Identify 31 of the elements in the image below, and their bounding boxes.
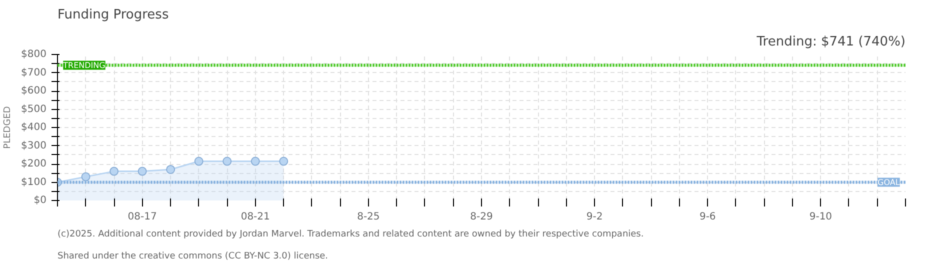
point <box>138 166 147 176</box>
y-axis-title: PLEDGED <box>3 106 14 149</box>
y-tick-label: $100 <box>21 176 47 188</box>
x-tick-label: 8-29 <box>470 212 493 222</box>
x-tick-label: 08-17 <box>128 212 157 222</box>
y-tick-label: $600 <box>21 86 47 96</box>
point <box>222 156 232 166</box>
y-tick-label: $400 <box>21 122 47 133</box>
ref-line-label: TRENDING <box>62 60 106 70</box>
x-tick-label: 9-2 <box>586 212 603 222</box>
point <box>194 156 204 166</box>
ref-line-label: GOAL <box>878 178 900 187</box>
y-tick-label: $0 <box>34 195 47 206</box>
x-tick-label: 8-25 <box>357 212 380 222</box>
text: Shared under the creative commons (CC BY-NC 3.0) license. <box>58 252 328 262</box>
y-tick-label: $700 <box>21 67 47 78</box>
point <box>279 156 288 166</box>
point <box>110 166 119 176</box>
y-tick-label: $800 <box>21 49 47 60</box>
x-tick-label: 9-10 <box>809 212 832 222</box>
x-tick-label: 9-6 <box>699 212 716 222</box>
y-tick-label: $200 <box>21 158 47 170</box>
point <box>81 172 90 182</box>
chart-subtitle: Trending: $741 (740%) <box>756 34 906 50</box>
chart-title: Funding Progress <box>58 8 169 22</box>
y-tick-label: $500 <box>21 104 47 115</box>
point <box>166 164 176 174</box>
point <box>250 156 260 166</box>
text: (c)2025. Additional content provided by Jordan Marvel. Trademarks and related content are owned by their respective companies. <box>58 230 644 240</box>
x-tick-label: 08-21 <box>240 212 270 222</box>
y-tick-label: $300 <box>21 140 47 152</box>
